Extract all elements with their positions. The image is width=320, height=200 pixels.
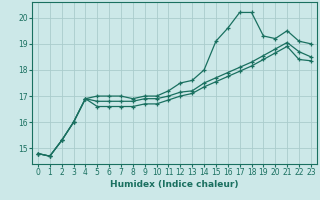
X-axis label: Humidex (Indice chaleur): Humidex (Indice chaleur) — [110, 180, 239, 189]
